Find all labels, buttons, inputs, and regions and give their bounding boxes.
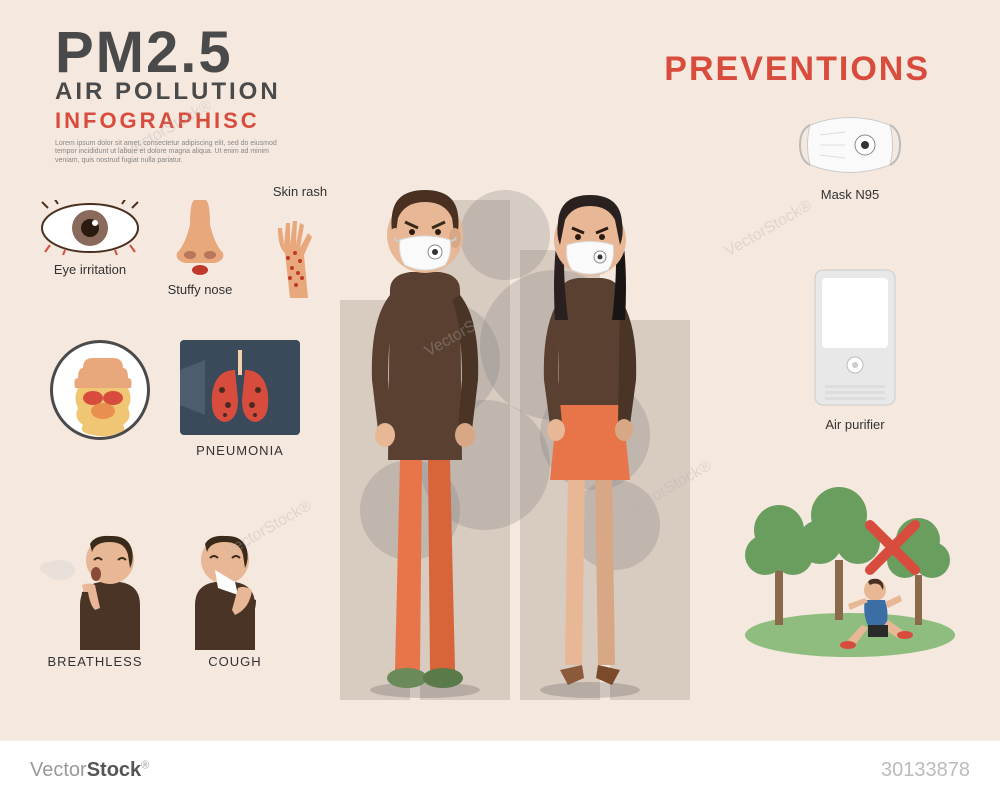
purifier-icon — [800, 260, 910, 410]
man-figure — [340, 160, 510, 700]
brand-suffix: Stock — [87, 759, 141, 781]
brand-prefix: Vector — [30, 759, 87, 781]
cough-label: COUGH — [175, 654, 295, 669]
mask-label: Mask N95 — [790, 187, 910, 202]
hand-icon — [260, 203, 340, 303]
eye-icon — [40, 200, 140, 255]
center-scene — [340, 120, 690, 700]
symptom-skin: Skin rash — [255, 180, 345, 306]
header: PM2.5 AIR POLLUTION INFOGRAPHISC Lorem i… — [55, 25, 285, 165]
symptom-nose: Stuffy nose — [155, 195, 245, 297]
skin-label: Skin rash — [255, 184, 345, 199]
prevention-purifier: Air purifier — [790, 260, 920, 432]
title-subtitle: AIR POLLUTION — [55, 78, 285, 106]
intestine-badge — [50, 340, 150, 440]
lung-box — [180, 340, 300, 435]
symptom-breathless: BREATHLESS — [35, 520, 155, 669]
lorem-text: Lorem ipsum dolor sit amet, consectetur … — [55, 140, 285, 165]
trademark: ® — [141, 759, 149, 771]
footer: VectorStock® 30133878 — [0, 740, 1000, 799]
breathless-icon — [40, 520, 150, 650]
preventions-heading: PREVENTIONS — [664, 50, 930, 89]
outdoor-icon — [740, 460, 960, 660]
lungs-icon — [180, 340, 300, 435]
pneumonia-label: PNEUMONIA — [175, 443, 305, 458]
watermark: VectorStock® — [722, 197, 815, 261]
prevention-mask: Mask N95 — [790, 110, 910, 202]
symptom-cough: COUGH — [175, 520, 295, 669]
breathless-label: BREATHLESS — [35, 654, 155, 669]
title-main: PM2.5 — [55, 25, 285, 80]
breathless-figure — [40, 520, 150, 650]
mask-icon — [795, 110, 905, 180]
woman-figure — [510, 170, 670, 700]
prevention-outdoor — [740, 460, 960, 663]
infographic-canvas: PM2.5 AIR POLLUTION INFOGRAPHISC Lorem i… — [0, 0, 1000, 740]
title-infographic: INFOGRAPHISC — [55, 108, 285, 134]
cough-icon — [180, 520, 290, 650]
symptom-eye: Eye irritation — [35, 200, 145, 277]
image-id: 30133878 — [881, 759, 970, 782]
cough-figure — [180, 520, 290, 650]
nose-icon — [165, 195, 235, 275]
nose-label: Stuffy nose — [155, 282, 245, 297]
intestine-icon — [53, 343, 150, 440]
symptom-intestine — [45, 340, 155, 440]
eye-label: Eye irritation — [35, 262, 145, 277]
brand-logo: VectorStock® — [30, 759, 149, 782]
symptom-pneumonia: PNEUMONIA — [175, 340, 305, 458]
purifier-label: Air purifier — [790, 417, 920, 432]
